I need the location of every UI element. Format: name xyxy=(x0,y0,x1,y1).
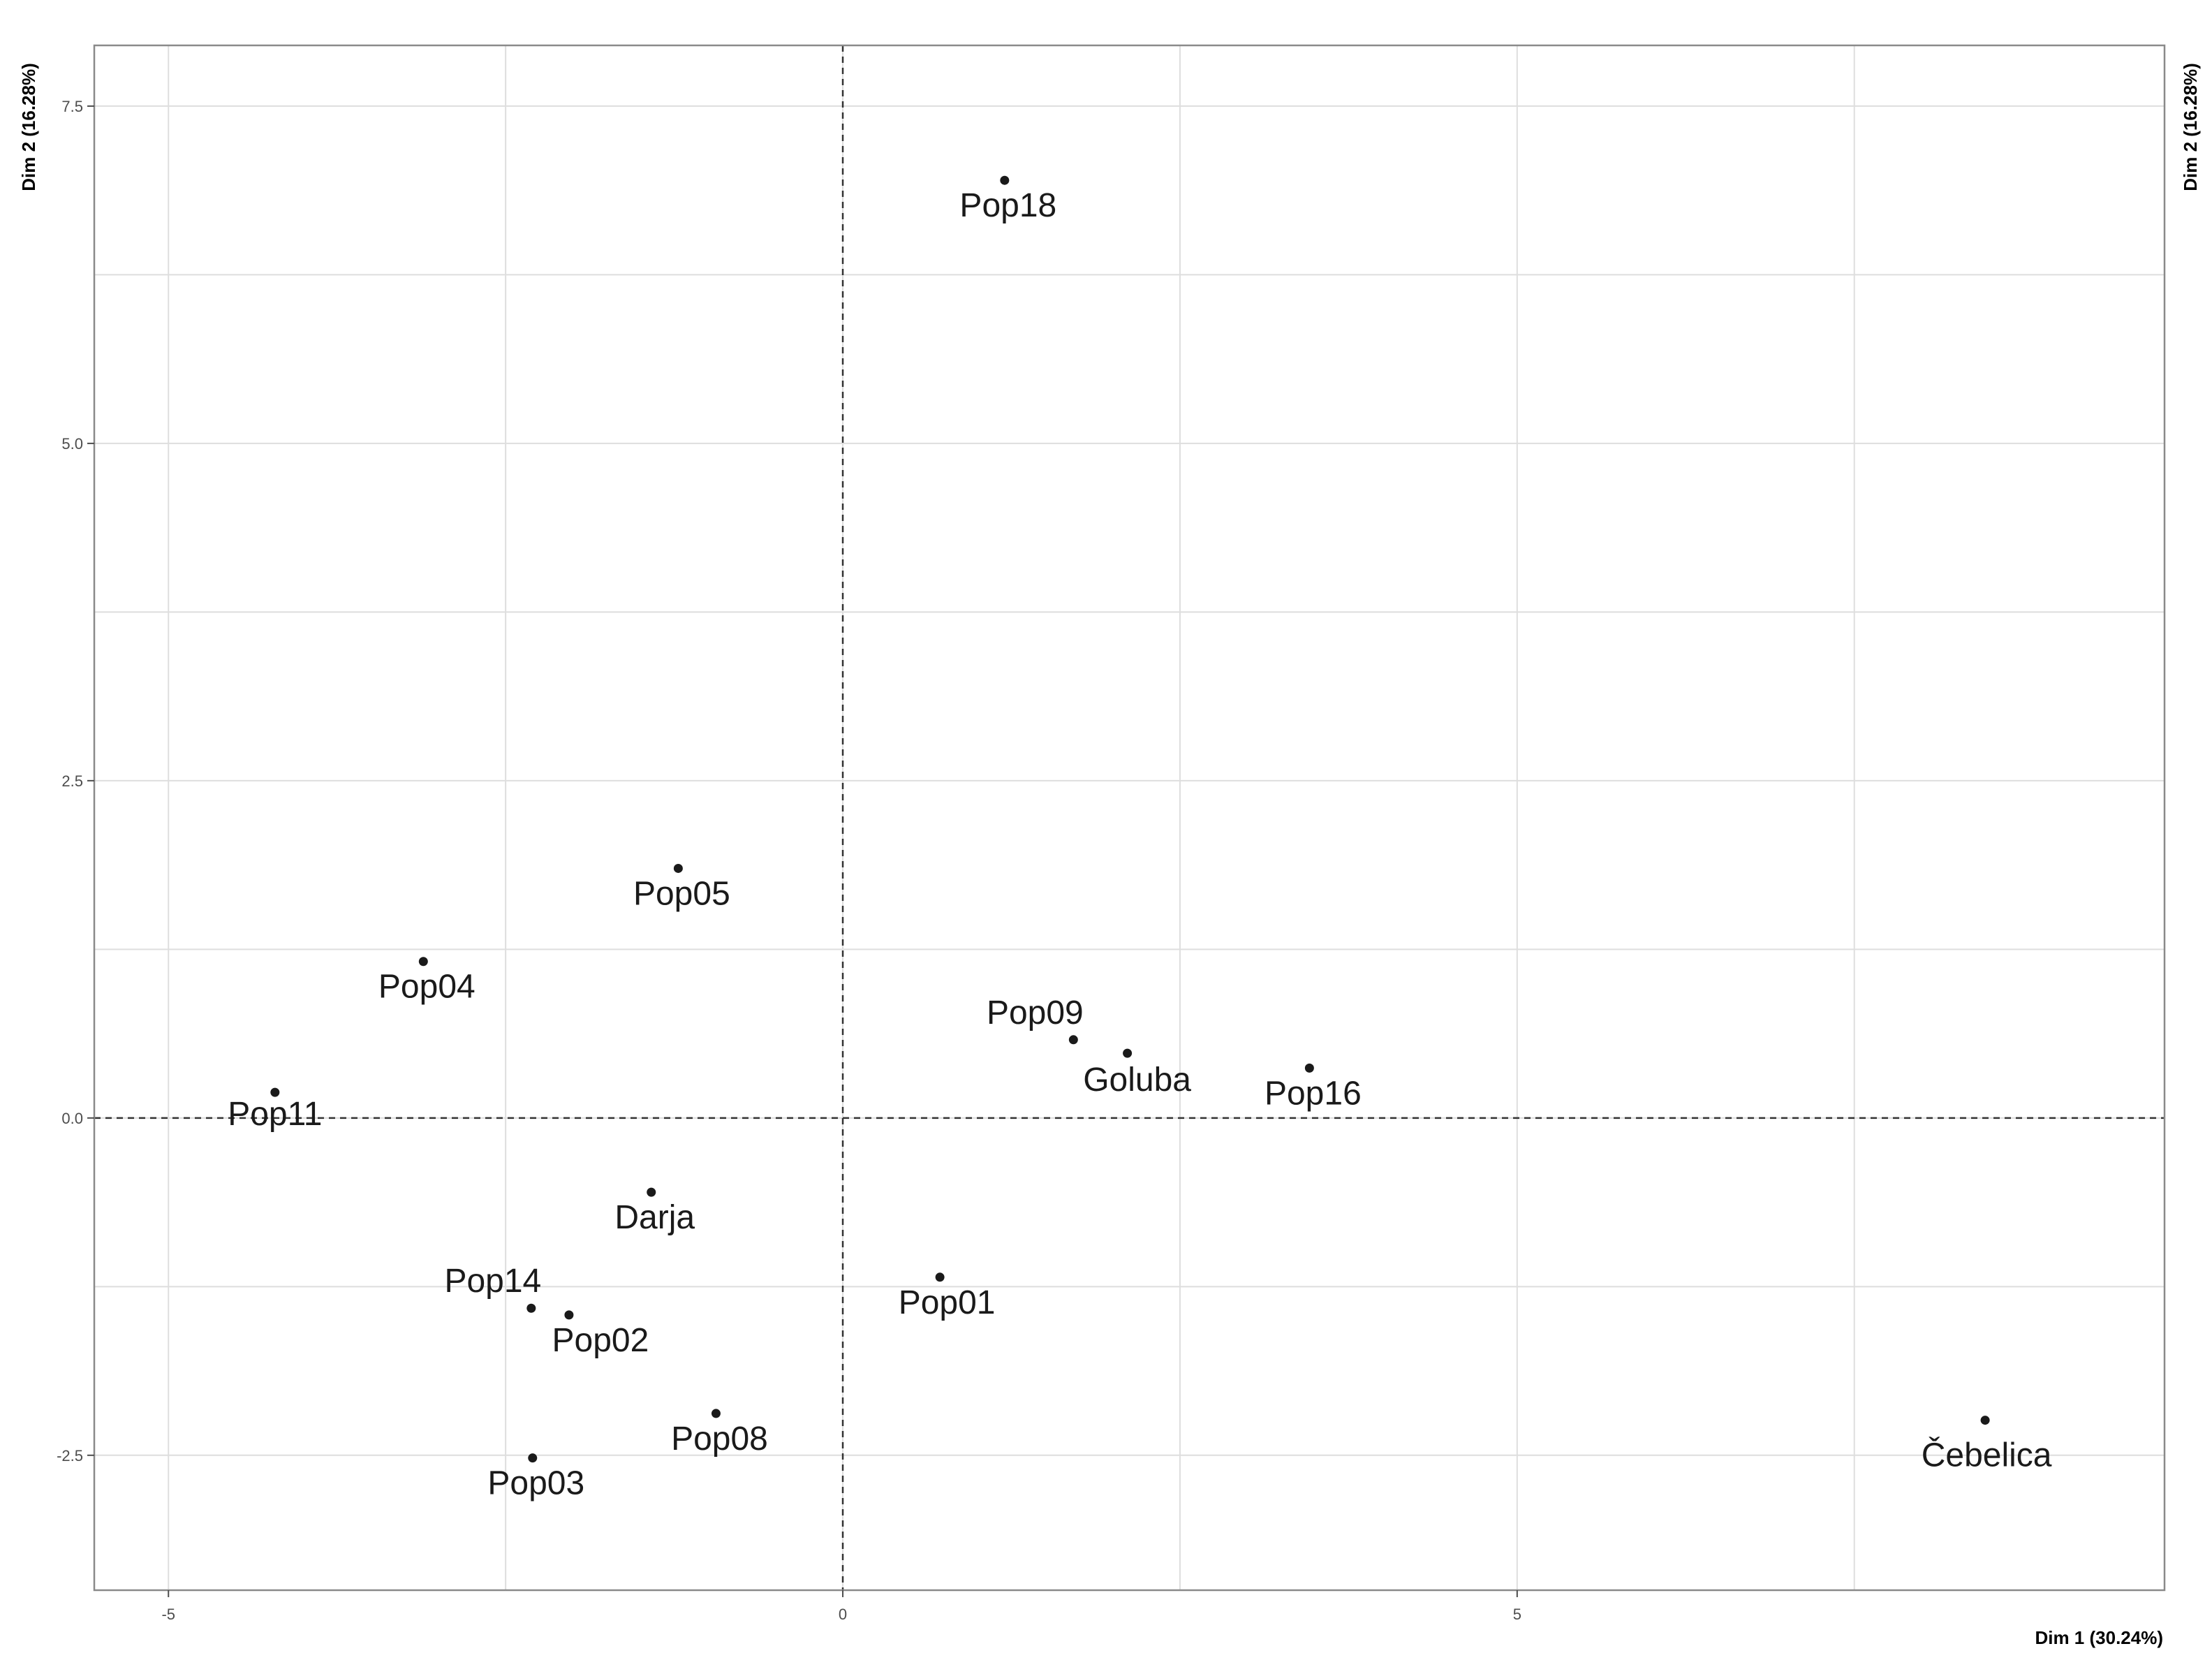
point-labels: Pop18 Pop05 Pop04 Pop09 Goluba Pop16 Pop11 Darj… xyxy=(228,187,2052,1502)
y-tick-label: 7.5 xyxy=(61,98,83,115)
data-point xyxy=(935,1272,945,1282)
point-label: Goluba xyxy=(1083,1062,1191,1099)
point-label: Pop03 xyxy=(487,1465,584,1502)
data-point xyxy=(1123,1048,1133,1058)
data-point xyxy=(711,1409,721,1418)
x-axis-title: Dim 1 (30.24%) xyxy=(2035,1627,2163,1648)
point-label: Pop09 xyxy=(987,994,1084,1031)
point-label: Pop04 xyxy=(378,969,475,1006)
point-label: Pop05 xyxy=(633,875,730,912)
y-tick-label: 0.0 xyxy=(61,1110,83,1127)
point-label: Pop02 xyxy=(552,1322,649,1359)
data-point xyxy=(270,1087,280,1097)
data-point xyxy=(1068,1035,1078,1045)
data-point xyxy=(1980,1416,1990,1425)
point-label: Pop18 xyxy=(959,187,1056,224)
point-label: Pop01 xyxy=(899,1284,996,1321)
data-point xyxy=(526,1303,536,1313)
point-label: Pop16 xyxy=(1264,1075,1362,1112)
y-axis-title-right: Dim 2 (16.28%) xyxy=(2180,63,2201,191)
data-point xyxy=(1000,175,1010,185)
data-point xyxy=(1304,1063,1314,1073)
point-label: Pop08 xyxy=(671,1420,768,1458)
point-label: Čebelica xyxy=(1922,1437,2052,1474)
plot-panel-background xyxy=(94,45,2165,1590)
reference-lines xyxy=(94,45,2165,1590)
point-label: Pop11 xyxy=(228,1096,322,1133)
data-point xyxy=(647,1187,656,1197)
data-point xyxy=(528,1453,538,1463)
x-tick-label: 5 xyxy=(1513,1606,1521,1623)
data-point xyxy=(673,863,683,873)
x-tick-label: 0 xyxy=(839,1606,847,1623)
y-tick-label: 2.5 xyxy=(61,772,83,790)
x-tick-label: -5 xyxy=(161,1606,175,1623)
y-tick-label: -2.5 xyxy=(57,1447,83,1464)
plot-frame xyxy=(93,44,2166,1592)
data-points xyxy=(270,175,1990,1463)
point-label: Darja xyxy=(614,1199,695,1236)
axis-ticks: -5 0 5 -2.5 0.0 2.5 5.0 7.5 xyxy=(57,98,1521,1623)
data-point xyxy=(418,957,428,967)
point-label: Pop14 xyxy=(444,1263,541,1300)
y-axis-title-left: Dim 2 (16.28%) xyxy=(18,63,39,191)
data-point xyxy=(564,1310,574,1320)
y-tick-label: 5.0 xyxy=(61,435,83,453)
